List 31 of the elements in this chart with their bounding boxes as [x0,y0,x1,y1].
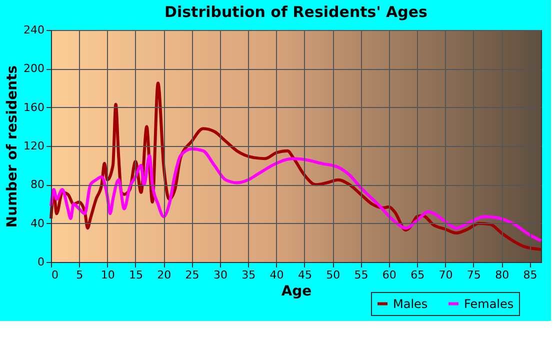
x-tick-label: 50 [326,268,340,282]
x-tick-label: 65 [410,268,425,282]
x-tick-label: 5 [76,268,84,282]
x-tick-label: 75 [466,268,481,282]
x-tick-label: 80 [495,268,510,282]
chart-title: Distribution of Residents' Ages [164,3,428,21]
x-tick-label: 55 [354,268,368,282]
x-tick-label: 10 [100,268,115,282]
x-tick-label: 0 [52,268,58,282]
x-axis-title: Age [281,284,312,300]
x-tick-label: 70 [438,268,453,282]
y-axis-title: Number of residents [4,65,21,228]
x-tick-label: 40 [270,268,284,282]
legend-label: Males [393,296,428,311]
x-tick-label: 85 [523,268,538,282]
y-tick-label: 160 [24,100,44,114]
x-tick-label: 35 [242,268,256,282]
y-tick-label: 0 [38,256,44,268]
x-tick-label: 45 [298,268,312,282]
y-tick-label: 200 [24,62,44,76]
y-tick-label: 240 [24,24,44,36]
y-tick-label: 40 [30,216,44,230]
y-tick-label: 120 [24,140,44,152]
y-tick-label: 80 [30,178,44,192]
line-series [50,147,542,242]
x-tick-label: 15 [128,268,143,282]
x-tick-label: 60 [382,268,396,282]
x-tick-label: 25 [185,268,200,282]
x-tick-label: 30 [213,268,228,282]
x-tick-label: 20 [157,268,172,282]
legend-label: Females [464,296,514,311]
